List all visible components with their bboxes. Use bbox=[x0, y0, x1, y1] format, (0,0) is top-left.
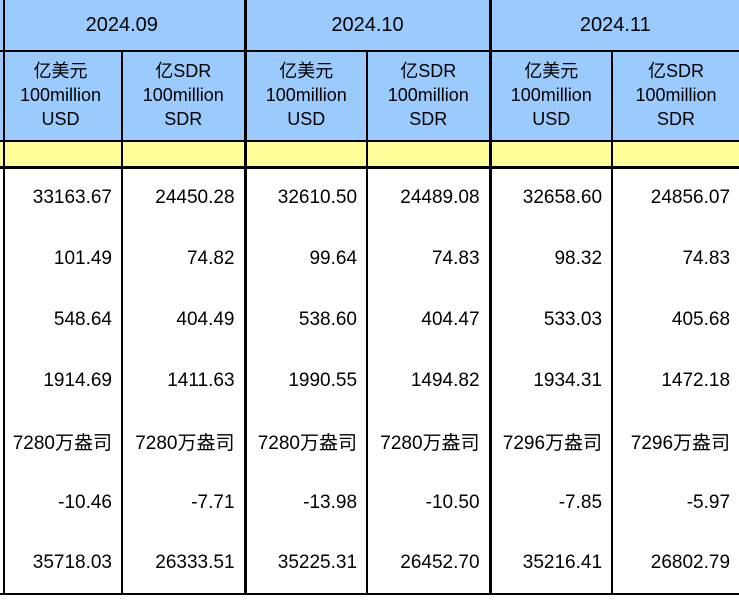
unit-mid: 100million bbox=[510, 85, 592, 106]
data-cell: -13.98 bbox=[245, 472, 369, 533]
highlight-cell bbox=[245, 141, 369, 169]
data-cell: 35216.41 bbox=[490, 533, 614, 594]
unit-header-row: 亿美元 100million USD 亿SDR 100million SDR 亿… bbox=[0, 51, 739, 142]
unit-abbr: USD bbox=[532, 108, 571, 129]
data-cell: 26333.51 bbox=[122, 533, 247, 594]
data-cell: 32658.60 bbox=[490, 167, 614, 228]
highlight-cell bbox=[490, 141, 614, 169]
unit-abbr: SDR bbox=[657, 108, 696, 129]
highlight-cell bbox=[122, 141, 247, 169]
unit-mid: 100million bbox=[387, 85, 469, 106]
data-cell: 24450.28 bbox=[122, 167, 247, 228]
table-left-border bbox=[3, 0, 5, 595]
highlight-cell bbox=[612, 141, 739, 169]
data-cell: 7280万盎司 bbox=[0, 411, 123, 472]
data-cell: 98.32 bbox=[490, 228, 614, 289]
data-cell: 35718.03 bbox=[0, 533, 123, 594]
data-cell: 99.64 bbox=[245, 228, 369, 289]
data-cell: 1411.63 bbox=[122, 350, 247, 411]
table-row: -10.46 -7.71 -13.98 -10.50 -7.85 -5.97 bbox=[0, 472, 739, 533]
unit-header-usd: 亿美元 100million USD bbox=[490, 51, 614, 142]
data-cell: 35225.31 bbox=[245, 533, 369, 594]
unit-mid: 100million bbox=[635, 85, 717, 106]
table-row: 1914.69 1411.63 1990.55 1494.82 1934.31 … bbox=[0, 350, 739, 411]
data-cell: 7280万盎司 bbox=[122, 411, 247, 472]
data-cell: 74.82 bbox=[122, 228, 247, 289]
data-cell: 1494.82 bbox=[367, 350, 492, 411]
table-row: 548.64 404.49 538.60 404.47 533.03 405.6… bbox=[0, 289, 739, 350]
data-cell: 101.49 bbox=[0, 228, 123, 289]
data-cell: 548.64 bbox=[0, 289, 123, 350]
unit-header-usd: 亿美元 100million USD bbox=[245, 51, 369, 142]
unit-cn: 亿SDR bbox=[400, 61, 457, 82]
unit-cn: 亿SDR bbox=[155, 61, 212, 82]
unit-mid: 100million bbox=[142, 85, 224, 106]
month-header-row: 2024.09 2024.10 2024.11 bbox=[0, 0, 739, 52]
month-header-2024-09: 2024.09 bbox=[0, 0, 247, 52]
data-cell: 24856.07 bbox=[612, 167, 739, 228]
unit-abbr: USD bbox=[41, 108, 80, 129]
data-cell: 533.03 bbox=[490, 289, 614, 350]
unit-cn: 亿美元 bbox=[279, 61, 334, 82]
table-row: 7280万盎司 7280万盎司 7280万盎司 7280万盎司 7296万盎司 … bbox=[0, 411, 739, 472]
unit-header-sdr: 亿SDR 100million SDR bbox=[612, 51, 739, 142]
unit-abbr: SDR bbox=[164, 108, 203, 129]
data-cell: 1914.69 bbox=[0, 350, 123, 411]
unit-header-usd: 亿美元 100million USD bbox=[0, 51, 123, 142]
data-cell: 26802.79 bbox=[612, 533, 739, 594]
data-cell: -7.85 bbox=[490, 472, 614, 533]
unit-abbr: USD bbox=[287, 108, 326, 129]
unit-cn: 亿美元 bbox=[33, 61, 88, 82]
unit-mid: 100million bbox=[265, 85, 347, 106]
data-cell: 1934.31 bbox=[490, 350, 614, 411]
data-cell: 7280万盎司 bbox=[245, 411, 369, 472]
data-cell: -10.50 bbox=[367, 472, 492, 533]
data-cell: -10.46 bbox=[0, 472, 123, 533]
data-cell: 7296万盎司 bbox=[490, 411, 614, 472]
data-cell: 404.47 bbox=[367, 289, 492, 350]
data-cell: 74.83 bbox=[367, 228, 492, 289]
highlight-cell bbox=[0, 141, 123, 169]
unit-header-sdr: 亿SDR 100million SDR bbox=[367, 51, 492, 142]
unit-cn: 亿SDR bbox=[648, 61, 705, 82]
data-cell: 26452.70 bbox=[367, 533, 492, 594]
data-cell: 24489.08 bbox=[367, 167, 492, 228]
unit-mid: 100million bbox=[19, 85, 102, 106]
data-cell: 33163.67 bbox=[0, 167, 123, 228]
table-row: 35718.03 26333.51 35225.31 26452.70 3521… bbox=[0, 533, 739, 594]
table-row: 33163.67 24450.28 32610.50 24489.08 3265… bbox=[0, 167, 739, 228]
data-cell: 404.49 bbox=[122, 289, 247, 350]
unit-abbr: SDR bbox=[409, 108, 448, 129]
data-cell: 405.68 bbox=[612, 289, 739, 350]
unit-cn: 亿美元 bbox=[524, 61, 579, 82]
data-cell: 538.60 bbox=[245, 289, 369, 350]
data-cell: 7280万盎司 bbox=[367, 411, 492, 472]
highlight-row bbox=[0, 141, 739, 169]
data-cell: 7296万盎司 bbox=[612, 411, 739, 472]
data-cell: -7.71 bbox=[122, 472, 247, 533]
unit-header-sdr: 亿SDR 100million SDR bbox=[122, 51, 247, 142]
data-cell: -5.97 bbox=[612, 472, 739, 533]
month-header-2024-10: 2024.10 bbox=[245, 0, 492, 52]
data-cell: 1990.55 bbox=[245, 350, 369, 411]
data-cell: 74.83 bbox=[612, 228, 739, 289]
table-row: 101.49 74.82 99.64 74.83 98.32 74.83 bbox=[0, 228, 739, 289]
data-cell: 1472.18 bbox=[612, 350, 739, 411]
highlight-cell bbox=[367, 141, 492, 169]
month-header-2024-11: 2024.11 bbox=[490, 0, 739, 52]
data-cell: 32610.50 bbox=[245, 167, 369, 228]
